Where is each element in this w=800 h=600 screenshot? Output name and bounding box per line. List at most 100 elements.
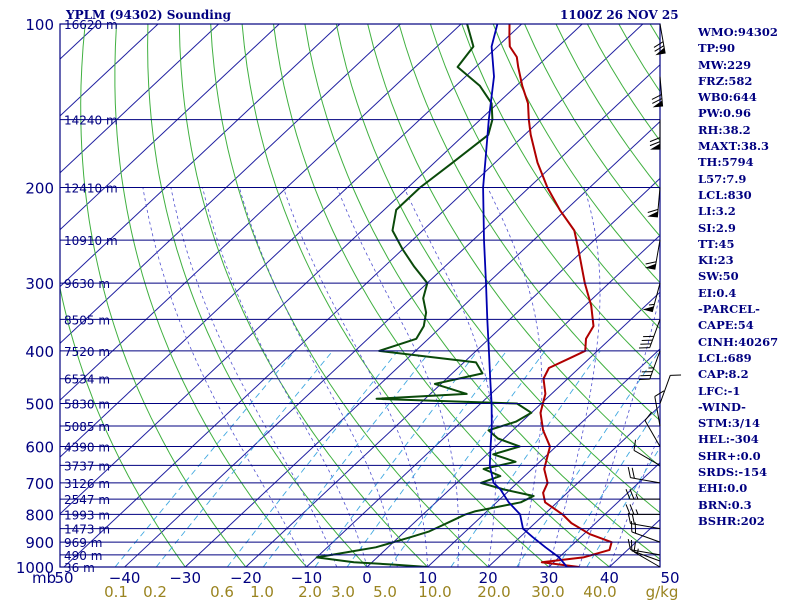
index-item: LFC:-1 [698,383,741,398]
height-label: 5085 m [64,420,110,434]
index-item: L57:7.9 [698,171,747,186]
index-item: CAP:8.2 [698,367,749,382]
height-label: 4390 m [64,441,110,455]
height-label: 12410 m [64,181,118,195]
mixing-ratio-line [450,350,601,567]
mixing-ratio-label: 30.0 [531,583,564,600]
temperature-tick-label: 40 [600,569,619,587]
index-item: MW:229 [698,57,752,72]
height-label: 3126 m [64,477,110,491]
index-item: HEL:-304 [698,432,759,447]
height-label: 8505 m [64,313,110,327]
isotherm [60,24,341,288]
mixing-ratio-line [155,350,334,567]
height-label: 6534 m [64,373,110,387]
isotherm [427,348,660,567]
temperature-tick-label: 20 [479,569,498,587]
mixing-ratio-line [389,350,546,567]
index-item: SHR+:0.0 [698,448,761,463]
height-label: 9630 m [64,277,110,291]
height-label: 5830 m [64,398,110,412]
wind-barb [654,390,665,427]
height-label: 1473 m [64,523,110,537]
parcel-profile [482,24,568,567]
wind-barb [659,374,682,404]
index-item: TP:90 [698,41,736,56]
moist-adiabat [336,187,460,567]
isotherm [63,24,644,567]
isotherm [60,24,462,401]
height-label: 490 m [64,549,102,563]
wind-barb [627,512,661,530]
height-label: 969 m [64,536,102,550]
index-item: BSHR:202 [698,513,765,528]
wind-barb [649,119,661,150]
index-item: EHI:0.0 [698,481,748,496]
moist-adiabat [487,187,543,567]
wind-barb [647,187,661,218]
temperature-tick-label: 50 [54,569,73,587]
temperature-profile [508,24,613,567]
mixing-ratio-label: 10.0 [418,583,451,600]
plot-area [60,24,660,567]
index-item: WMO:94302 [698,25,778,39]
wind-barb [653,23,666,56]
mixing-ratio-line [262,350,431,567]
index-item: SRDS:-154 [698,465,768,480]
wind-barb [630,539,661,562]
dewpoint-profile [315,24,535,567]
temperature-tick-label: −40 [109,569,141,587]
dry-adiabat [147,24,368,567]
chart-title: YPLM (94302) Sounding [66,8,231,22]
pressure-tick-label: 500 [25,396,54,414]
pressure-tick-label: 200 [25,179,54,197]
index-item: TT:45 [698,236,735,251]
index-item: STM:3/14 [698,416,761,431]
height-label: 2547 m [64,493,110,507]
height-label: 7520 m [64,345,110,359]
wind-barb [642,282,661,313]
wind-barb [644,239,661,270]
pressure-tick-label: 700 [25,475,54,493]
mixing-ratio-label: 0.2 [143,583,167,600]
isotherm [60,24,280,231]
index-item: CINH:40267 [698,334,779,349]
temperature-tick-label: 0 [362,569,372,587]
plot-frame [59,23,661,568]
temperature-tick-label: 10 [418,569,437,587]
dry-adiabat [241,24,550,567]
mixing-ratio-unit: g/kg [646,583,679,600]
index-item: SI:2.9 [698,220,736,235]
mixing-ratio-label: 5.0 [373,583,397,600]
wind-barb [627,467,661,484]
dry-adiabat [114,24,307,567]
index-item: CAPE:54 [698,318,754,333]
height-label: 1993 m [64,508,110,522]
pressure-tick-label: 1000 [16,559,54,577]
mixing-ratio-label: 0.6 [210,583,234,600]
isotherm [60,24,522,458]
wind-barb [625,488,660,500]
index-item: BRN:0.3 [698,497,752,512]
pressure-tick-label: 900 [25,534,54,552]
height-label: 10910 m [64,234,118,248]
isotherm [124,64,660,567]
index-item: PW:0.96 [698,106,752,121]
moist-adiabat [282,187,428,567]
height-label: 3737 m [64,459,110,473]
index-item: FRZ:582 [698,73,753,88]
index-item: LCL:830 [698,187,752,202]
index-item: KI:23 [698,253,734,268]
dry-adiabat [335,24,660,514]
wind-barb [625,504,660,515]
index-item: WB0:644 [698,90,757,105]
height-label: 14240 m [64,114,118,128]
isotherm [60,24,159,117]
isotherm [60,24,583,515]
index-item: RH:38.2 [698,122,751,137]
temperature-tick-label: −30 [169,569,201,587]
index-item: -WIND- [698,399,746,414]
pressure-tick-label: 600 [25,439,54,457]
isotherm [184,120,660,567]
wind-barb [644,411,661,447]
